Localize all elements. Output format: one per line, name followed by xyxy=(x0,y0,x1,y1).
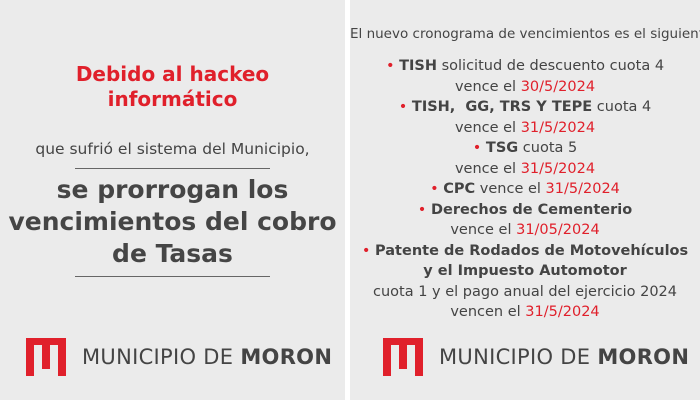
item: • TISH solicitud de descuento cuota 4 xyxy=(385,58,665,74)
logo-prefix: MUNICIPIO DE xyxy=(82,345,234,369)
item: • TISH, GG, TRS Y TEPE cuota 4 xyxy=(398,99,652,115)
headline-line: Debido al hackeo xyxy=(75,62,270,86)
item: • TSG cuota 5 xyxy=(472,140,578,156)
logo: MUNICIPIO DE MORON xyxy=(26,338,332,376)
item: • CPC vence el 31/5/2024 xyxy=(430,181,620,197)
item-name: TSG xyxy=(485,140,519,156)
item-date: 31/5/2024 xyxy=(525,304,600,320)
item-detail: cuota 1 y el pago anual del ejercicio 20… xyxy=(372,283,678,300)
item-due: vence el xyxy=(450,222,512,238)
item-date: 31/5/2024 xyxy=(520,160,596,177)
logo-text: MUNICIPIO DE MORON xyxy=(439,345,689,369)
schedule: • TISH solicitud de descuento cuota 4 ve… xyxy=(350,56,700,323)
divider xyxy=(75,168,270,169)
divider xyxy=(75,276,270,277)
item-name: Derechos de Cementerio xyxy=(430,201,633,218)
item-date: 31/05/2024 xyxy=(516,222,600,238)
item-due: vence el xyxy=(454,119,517,136)
item-name: CPC xyxy=(443,181,476,197)
main-line: vencimientos del cobro xyxy=(8,207,337,236)
logo-name: MORON xyxy=(597,345,690,369)
main-line: de Tasas xyxy=(112,239,233,268)
item-name: Patente de Rodados de Motovehículos xyxy=(375,242,689,259)
subtitle: que sufrió el sistema del Municipio, xyxy=(35,140,310,158)
logo-icon xyxy=(26,338,66,376)
left-panel: Debido al hackeo informático que sufrió … xyxy=(0,0,345,400)
main-line: se prorrogan los xyxy=(56,175,289,204)
item-date: 31/5/2024 xyxy=(520,119,596,136)
item-name: TISH, GG, TRS Y TEPE xyxy=(411,99,593,115)
item: • Derechos de Cementerio xyxy=(417,201,633,218)
item-due: vence el xyxy=(454,160,517,177)
logo-prefix: MUNICIPIO DE xyxy=(439,345,591,369)
item-detail: cuota 4 xyxy=(596,99,652,115)
item-date: 31/5/2024 xyxy=(545,181,620,197)
item-name: TISH xyxy=(399,58,437,74)
headline-line: informático xyxy=(107,87,238,111)
item-due: vencen el xyxy=(450,304,521,320)
logo-name: MORON xyxy=(240,345,333,369)
item-due: vence el xyxy=(479,181,541,197)
item-name: y el Impuesto Automotor xyxy=(423,263,627,279)
headline: Debido al hackeo informático xyxy=(0,62,345,112)
logo-text: MUNICIPIO DE MORON xyxy=(82,345,332,369)
item-detail: solicitud de descuento cuota 4 xyxy=(441,58,665,74)
intro: El nuevo cronograma de vencimientos es e… xyxy=(350,26,700,42)
item-date: 30/5/2024 xyxy=(520,78,596,95)
item-detail: cuota 5 xyxy=(522,140,578,156)
right-panel: El nuevo cronograma de vencimientos es e… xyxy=(350,0,700,400)
logo: MUNICIPIO DE MORON xyxy=(383,338,689,376)
logo-icon xyxy=(383,338,423,376)
item-due: vence el xyxy=(454,78,517,95)
main-text: se prorrogan los vencimientos del cobro … xyxy=(0,174,345,270)
item: • Patente de Rodados de Motovehículos xyxy=(361,242,689,259)
